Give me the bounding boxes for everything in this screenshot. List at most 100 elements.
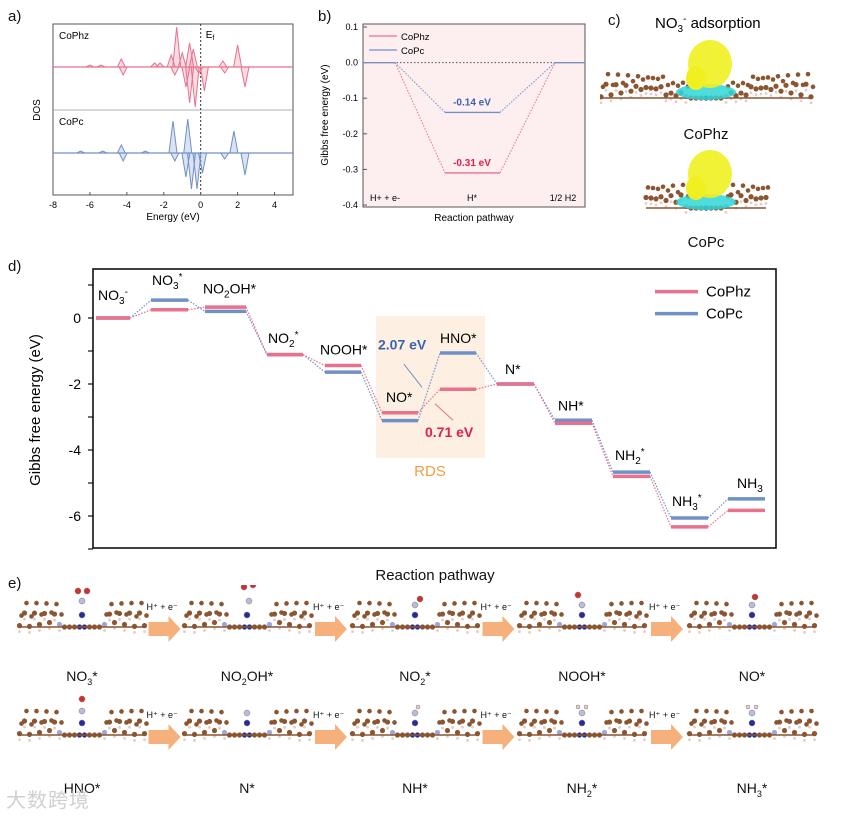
connector-CoPhz [591, 423, 614, 477]
connector-CoPhz [475, 383, 498, 390]
dos-chart: Ef -8 -6 -4 -2 0 2 4 Energy (eV) DOS CoPhz CoPc [32, 23, 294, 223]
state-label: NO2* [268, 330, 299, 350]
legend-label: CoPc [401, 46, 424, 57]
y-tick-label: -2 [69, 376, 82, 392]
dos-peak [116, 57, 127, 68]
panel-b-label: b) [318, 8, 332, 25]
y-tick-label: -6 [69, 508, 82, 524]
state-label: NO3* [66, 668, 97, 687]
dos-peak [240, 66, 250, 88]
rds-highlight [376, 316, 485, 458]
y-tick-label: -0.4 [342, 200, 358, 210]
y-tick-label: 0 [73, 310, 81, 326]
state-label: NH3* [672, 493, 702, 513]
dos-peak [116, 143, 127, 154]
charge-accumulation-yellow [686, 66, 706, 90]
title-sub: 3 [677, 24, 684, 35]
y-tick-label: -4 [69, 442, 82, 458]
connector-CoPc [591, 420, 614, 473]
tail: OH* [246, 668, 274, 684]
connector-CoPhz [245, 306, 268, 355]
dos-peak [186, 152, 197, 190]
x-tick-label: -8 [49, 200, 57, 210]
step-label: H⁺ + e⁻ [313, 710, 345, 720]
dos-peak [190, 66, 200, 108]
legend-label-CoPhz: CoPhz [706, 284, 751, 301]
connector-CoPc [475, 352, 498, 385]
state-label: NO2* [399, 668, 430, 687]
connector-CoPhz [302, 354, 326, 367]
state-label: HNO* [440, 330, 477, 346]
category-label: H* [467, 193, 477, 203]
x-tick-label: -6 [86, 200, 94, 210]
structure-row2-0 [16, 695, 149, 742]
sub: 2 [241, 676, 247, 687]
right-arrow-icon [651, 724, 683, 750]
plot-frame [52, 23, 294, 196]
main: N* [239, 780, 255, 796]
structure-row1-4 [686, 593, 819, 634]
connector-CoPc [707, 498, 729, 519]
step-label: H⁺ + e⁻ [146, 710, 178, 720]
energy-label-CoPhz: -0.31 eV [453, 158, 491, 169]
cophz-structure-label: CoPhz [683, 126, 729, 143]
structure-row1-1 [181, 585, 314, 634]
dos-peak [233, 44, 243, 68]
dos-peak [118, 66, 128, 77]
dos-peak [170, 152, 180, 163]
dos-peak [85, 64, 95, 68]
state-label: N* [239, 780, 255, 799]
x-tick-label: 0 [198, 200, 203, 210]
barrier-label-copc: 2.07 eV [378, 336, 427, 352]
charge-density-images [600, 40, 816, 214]
legend-label: CoPhz [401, 32, 430, 43]
title-rest: adsorption [686, 15, 761, 32]
panel-e-title: Reaction pathway [375, 567, 495, 584]
dos-peak [199, 66, 209, 92]
structure-row1-2 [349, 595, 482, 634]
y-tick-label: -0.3 [342, 164, 358, 174]
plot-frame [92, 268, 777, 549]
panel-a-label: a) [8, 8, 22, 25]
main: NH [736, 780, 757, 796]
step-label: H⁺ + e⁻ [649, 602, 681, 612]
y-axis-label: Gibbs free energy (eV) [320, 64, 331, 165]
structure-row1-0 [16, 587, 149, 634]
plot-frame [362, 23, 586, 208]
connector-CoPhz [499, 62, 556, 174]
connector-CoPc [499, 62, 556, 113]
tail: * [591, 780, 598, 796]
dos-peak [76, 150, 85, 154]
x-tick-label: 4 [272, 200, 277, 210]
connector-CoPhz [649, 476, 672, 528]
step-label: H⁺ + e⁻ [649, 710, 681, 720]
connector-CoPhz [187, 306, 206, 311]
step-label: H⁺ + e⁻ [480, 602, 512, 612]
connector-CoPc [129, 299, 152, 319]
right-arrow-icon [148, 724, 181, 750]
dos-peak [183, 118, 193, 154]
x-axis-label: Energy (eV) [146, 212, 199, 223]
watermark: 大数跨境 [6, 790, 90, 812]
connector-CoPhz [394, 62, 446, 174]
main: HNO* [63, 780, 101, 796]
x-axis-label: Reaction pathway [434, 213, 514, 224]
state-label: NOOH* [320, 341, 368, 357]
barrier-arrow-copc [403, 363, 423, 388]
energy-label-CoPc: -0.14 eV [453, 97, 491, 108]
barrier-arrow-cophz [434, 403, 454, 421]
connector-CoPhz [360, 365, 383, 413]
state-label: NO2OH* [203, 280, 257, 300]
state-label: NO3- [98, 287, 128, 307]
charge-accumulation-yellow [686, 176, 706, 200]
category-label: 1/2 H2 [550, 193, 577, 203]
rds-label: RDS [414, 463, 446, 480]
panel-d-label: d) [8, 258, 22, 275]
series-label-CoPhz: CoPhz [59, 31, 89, 42]
main: NO [220, 668, 242, 684]
state-label: NO2OH* [221, 668, 273, 687]
panel-c-title: NO3- adsorption [655, 14, 761, 35]
y-tick-label: 0.0 [345, 58, 358, 68]
barrier-label-cophz: 0.71 eV [425, 424, 474, 440]
